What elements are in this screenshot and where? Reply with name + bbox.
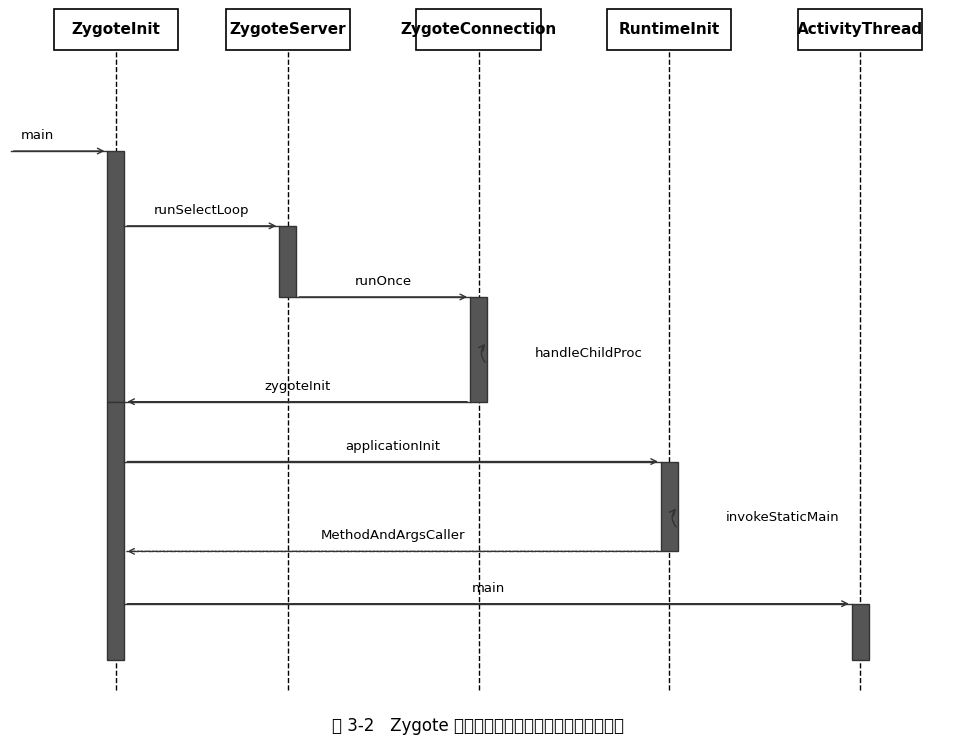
Text: invokeStaticMain: invokeStaticMain — [725, 511, 839, 524]
FancyBboxPatch shape — [54, 9, 178, 50]
Text: runSelectLoop: runSelectLoop — [154, 204, 250, 217]
Text: handleChildProc: handleChildProc — [535, 346, 643, 360]
Text: main: main — [20, 129, 54, 142]
Bar — [279, 226, 297, 297]
Text: ZygoteConnection: ZygoteConnection — [400, 22, 557, 37]
Bar — [107, 402, 124, 660]
FancyBboxPatch shape — [226, 9, 349, 50]
Text: ZygoteInit: ZygoteInit — [72, 22, 161, 37]
Text: RuntimeInit: RuntimeInit — [619, 22, 720, 37]
Text: applicationInit: applicationInit — [345, 439, 440, 453]
Text: ActivityThread: ActivityThread — [797, 22, 924, 37]
FancyBboxPatch shape — [798, 9, 923, 50]
FancyBboxPatch shape — [608, 9, 731, 50]
Text: main: main — [472, 582, 504, 595]
Bar — [470, 297, 487, 402]
Text: ZygoteServer: ZygoteServer — [230, 22, 346, 37]
FancyBboxPatch shape — [416, 9, 541, 50]
Bar — [660, 462, 678, 551]
Text: MethodAndArgsCaller: MethodAndArgsCaller — [321, 529, 465, 542]
Text: zygoteInit: zygoteInit — [264, 380, 330, 393]
Bar — [852, 604, 869, 660]
Text: 图 3-2   Zygote 接收请求并创建应用程序进程的时序图: 图 3-2 Zygote 接收请求并创建应用程序进程的时序图 — [332, 716, 625, 734]
Bar — [107, 151, 124, 402]
Text: runOnce: runOnce — [354, 275, 412, 288]
